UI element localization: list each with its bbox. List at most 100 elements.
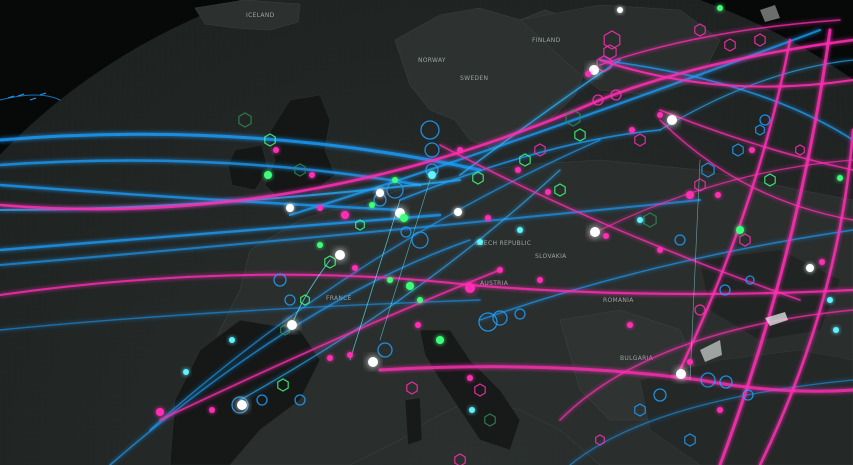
attack-node — [657, 247, 663, 253]
attack-node — [237, 400, 247, 410]
attack-arc-pink — [718, 28, 832, 465]
attack-node — [749, 147, 755, 153]
left-ticks — [7, 92, 47, 101]
attack-node — [287, 320, 297, 330]
land-sardinia — [404, 397, 423, 446]
land-ireland — [227, 144, 269, 191]
attack-node — [515, 167, 521, 173]
hex-marker — [724, 38, 736, 52]
attack-node — [156, 408, 164, 416]
attack-node — [687, 359, 693, 365]
attack-node — [352, 265, 358, 271]
attack-node — [209, 407, 215, 413]
hex-marker — [484, 413, 496, 427]
attack-arc-blue — [0, 183, 402, 212]
ring-marker — [420, 120, 440, 140]
attack-arc-blue — [0, 159, 422, 187]
ring-marker — [256, 394, 268, 406]
attack-arc-blue — [399, 129, 661, 201]
label-slovakia: SLOVAKIA — [535, 253, 567, 260]
hex-markers — [238, 23, 805, 465]
attack-arc-blue — [0, 132, 482, 172]
hex-marker — [701, 162, 715, 178]
attack-node — [406, 282, 414, 290]
attack-arc-pink — [559, 309, 853, 421]
attack-arc-pink — [758, 128, 853, 465]
hex-marker — [474, 383, 486, 397]
hex-marker — [795, 144, 805, 156]
hex-marker — [238, 112, 252, 128]
attack-node — [264, 171, 272, 179]
attack-arc-blue — [0, 299, 481, 331]
ring-marker — [411, 231, 429, 249]
tick — [29, 97, 37, 101]
attack-arc-blue — [239, 169, 561, 401]
label-austria: AUSTRIA — [480, 280, 509, 287]
ring-marker — [719, 284, 731, 296]
attack-node — [545, 189, 551, 195]
attack-nodes — [156, 5, 843, 416]
hex-marker — [355, 219, 365, 231]
attack-node — [369, 202, 375, 208]
hex-marker — [324, 255, 336, 269]
label-iceland: ICELAND — [246, 12, 275, 19]
attack-node — [341, 211, 349, 219]
attack-node — [717, 407, 723, 413]
ring-marker — [514, 308, 526, 320]
attack-node — [657, 112, 663, 118]
attack-node — [485, 215, 491, 221]
attack-node — [436, 336, 444, 344]
attack-arc-pink — [659, 109, 853, 171]
hex-marker — [565, 109, 581, 127]
attack-arc-cyan — [379, 179, 431, 341]
attack-node — [537, 277, 543, 283]
attack-node — [309, 172, 315, 178]
attack-node — [627, 322, 633, 328]
attack-node — [469, 407, 475, 413]
attack-node — [477, 239, 483, 245]
attack-node — [457, 147, 463, 153]
ring-marker — [694, 304, 706, 316]
hex-marker — [755, 124, 765, 136]
hex-marker — [694, 178, 706, 192]
ring-marker — [231, 396, 249, 414]
hex-marker — [519, 153, 531, 167]
shard — [760, 5, 780, 22]
attack-arc-pink — [659, 119, 853, 221]
attack-node — [400, 214, 408, 222]
hex-marker — [574, 128, 586, 142]
label-romania: ROMANIA — [603, 297, 634, 304]
ring-marker — [492, 310, 508, 326]
attack-node — [347, 352, 353, 358]
attack-node — [327, 355, 333, 361]
attack-arc-pink — [589, 159, 853, 236]
land-finland — [519, 4, 721, 96]
attack-node — [286, 204, 294, 212]
ring-marker — [700, 372, 716, 388]
attack-node — [428, 171, 436, 179]
attack-node — [585, 71, 591, 77]
attack-arc-blue — [659, 59, 853, 131]
label-sweden: SWEDEN — [460, 75, 488, 82]
attack-node — [686, 191, 694, 199]
tick — [7, 95, 15, 99]
hex-marker — [534, 143, 546, 157]
ring-markers — [231, 89, 771, 414]
attack-node — [335, 250, 345, 260]
attack-arc-cyan — [689, 159, 701, 381]
hex-marker — [300, 294, 310, 306]
attack-node — [676, 369, 686, 379]
ring-marker — [294, 394, 306, 406]
attack-arc-pink — [0, 38, 853, 211]
attack-arc-blue — [0, 94, 61, 101]
attack-node — [715, 192, 721, 198]
attack-node — [183, 369, 189, 375]
attack-node — [617, 7, 623, 13]
attack-node — [317, 242, 323, 248]
attack-node — [465, 283, 475, 293]
attack-arc-blue — [149, 139, 601, 431]
ring-marker — [273, 273, 287, 287]
ring-marker — [377, 342, 393, 358]
